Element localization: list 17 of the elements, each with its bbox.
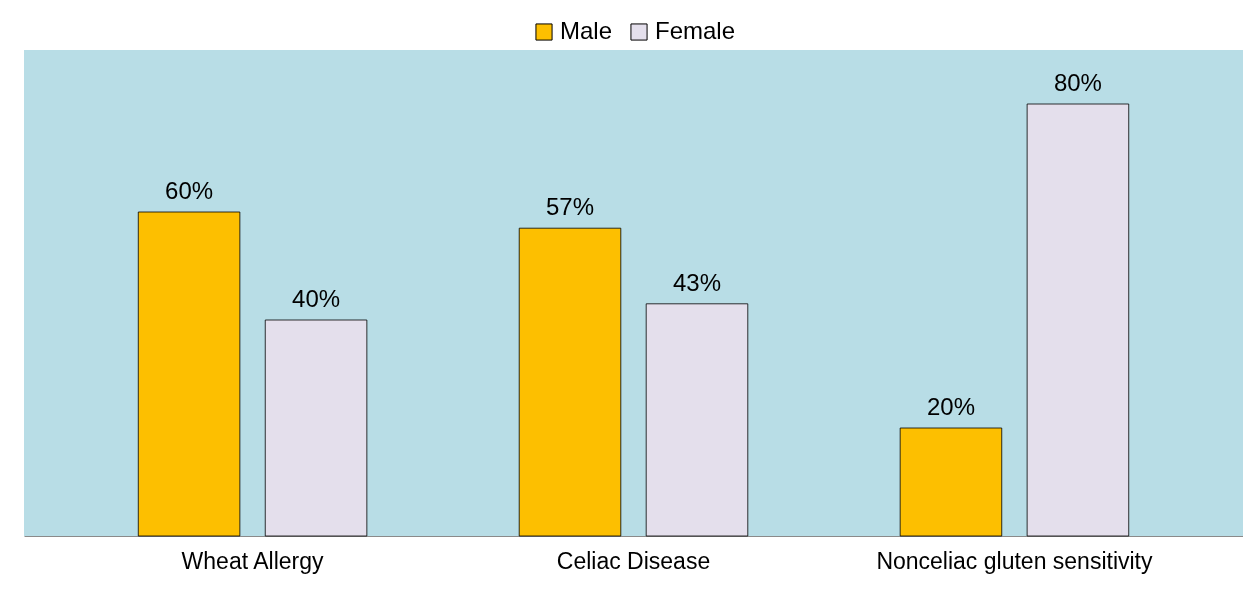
legend-label: Female (655, 17, 736, 44)
x-tick-label: Celiac Disease (556, 547, 711, 574)
bar (264, 319, 368, 537)
bar (518, 227, 622, 537)
data-label: 80% (1053, 69, 1102, 96)
data-label: 40% (292, 285, 341, 312)
data-label: 20% (926, 393, 975, 420)
bar (1026, 103, 1130, 537)
data-label: 60% (165, 177, 214, 204)
data-label: 57% (545, 193, 595, 221)
legend-label: Male (560, 17, 613, 44)
data-label: 43% (672, 268, 722, 296)
bar (645, 303, 749, 537)
bar (899, 427, 1003, 537)
bar (137, 211, 241, 537)
x-tick-label: Wheat Allergy (181, 547, 325, 574)
x-tick-label: Nonceliac gluten sensitivity (876, 547, 1153, 574)
